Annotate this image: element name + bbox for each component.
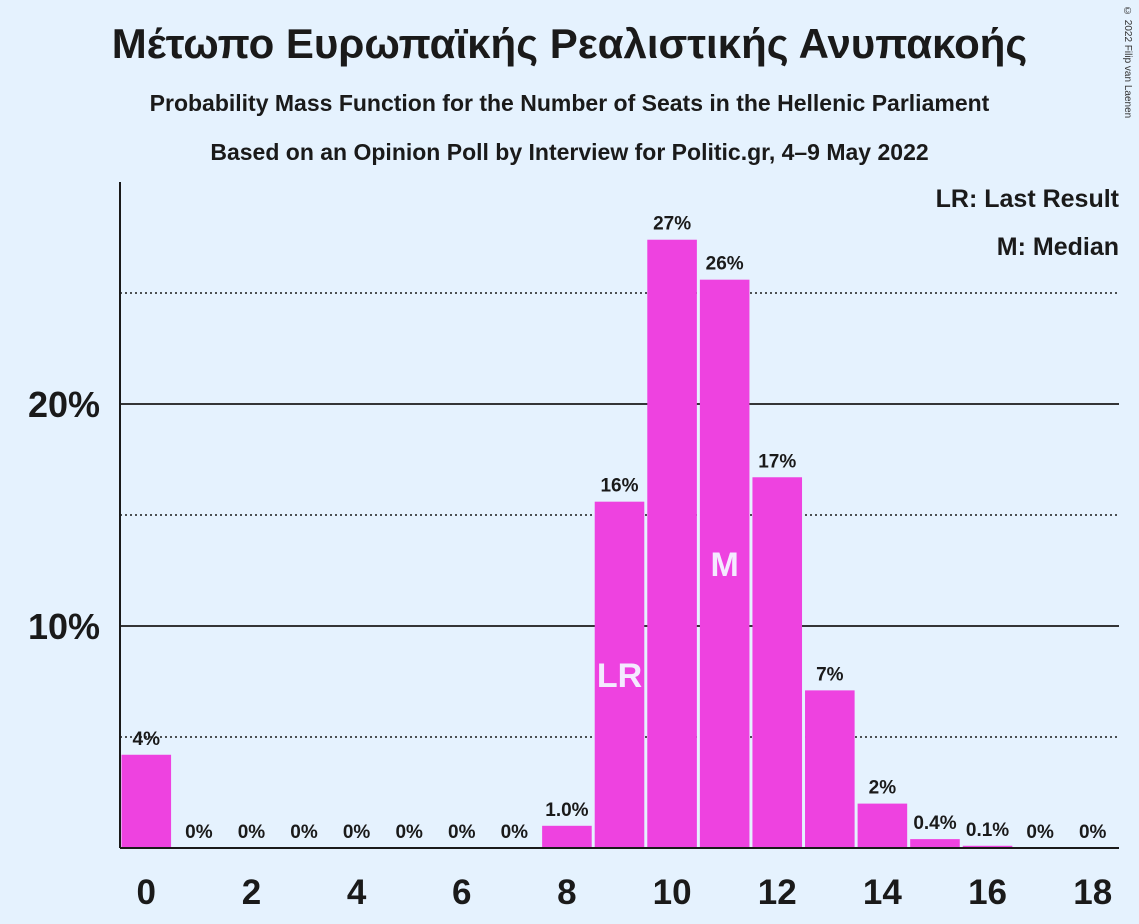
chart-title: Μέτωπο Ευρωπαϊκής Ρεαλιστικής Ανυπακοής (111, 20, 1028, 67)
data-label: 0% (343, 822, 371, 843)
data-label: 7% (816, 664, 844, 685)
data-label: 0% (395, 822, 423, 843)
chart-source: Based on an Opinion Poll by Interview fo… (210, 139, 929, 165)
bar (594, 501, 645, 848)
x-tick-label: 8 (557, 873, 576, 912)
bar-marker-lr: LR (597, 657, 642, 695)
y-tick-label: 10% (28, 606, 100, 647)
chart-subtitle: Probability Mass Function for the Number… (149, 90, 990, 116)
data-label: 0.1% (966, 820, 1009, 841)
data-label: 17% (758, 451, 796, 472)
copyright-notice: © 2022 Filip van Laenen (1122, 6, 1133, 119)
data-label: 0.4% (913, 813, 956, 834)
bar (962, 845, 1013, 848)
x-tick-label: 4 (347, 873, 367, 912)
y-tick-label: 20% (28, 384, 100, 425)
data-label: 4% (133, 729, 161, 750)
x-tick-label: 0 (137, 873, 156, 912)
bar (542, 825, 592, 848)
legend-last-result: LR: Last Result (935, 185, 1119, 213)
x-tick-label: 2 (242, 873, 261, 912)
data-label: 0% (501, 822, 529, 843)
x-tick-label: 12 (758, 873, 797, 912)
data-label: 0% (448, 822, 476, 843)
data-label: 0% (1079, 822, 1107, 843)
bar (752, 477, 803, 848)
data-label: 27% (653, 214, 691, 235)
data-label: 16% (600, 476, 638, 497)
bar (121, 754, 172, 848)
legend-median: M: Median (996, 233, 1119, 261)
data-label: 0% (1026, 822, 1054, 843)
x-tick-label: 18 (1073, 873, 1112, 912)
x-tick-label: 16 (968, 873, 1007, 912)
bar (805, 690, 855, 848)
data-label: 0% (238, 822, 266, 843)
x-tick-label: 6 (452, 873, 471, 912)
x-tick-label: 10 (653, 873, 692, 912)
bar (857, 803, 908, 848)
data-label: 26% (706, 254, 744, 275)
data-label: 0% (290, 822, 318, 843)
x-tick-label: 14 (863, 873, 902, 912)
data-label: 0% (185, 822, 213, 843)
bar (699, 279, 750, 848)
bar (647, 239, 697, 849)
bar (910, 839, 960, 848)
data-label: 2% (869, 778, 897, 799)
data-label: 1.0% (545, 800, 588, 821)
bar-marker-m: M (710, 546, 738, 584)
